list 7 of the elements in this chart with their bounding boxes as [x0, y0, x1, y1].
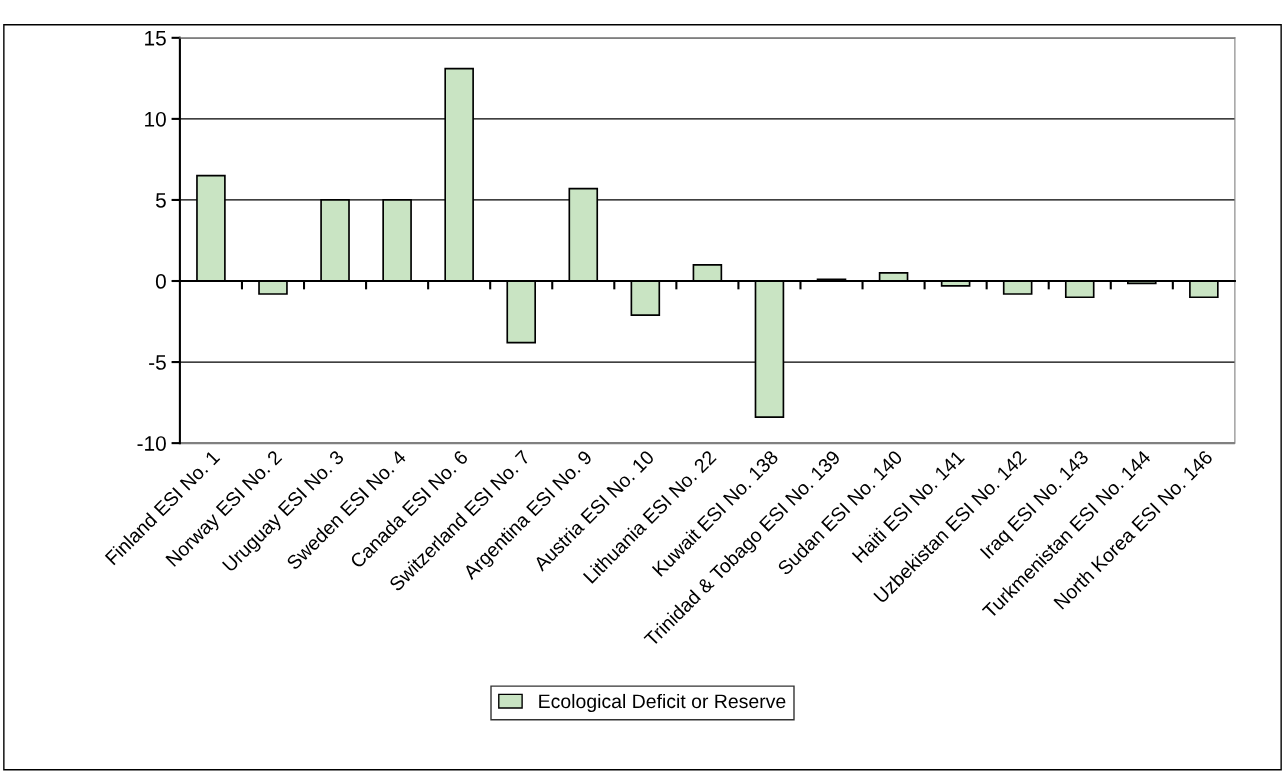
y-tick-label: 10	[145, 111, 166, 127]
y-tick-label: 0	[155, 274, 166, 289]
y-tick-label: 5	[155, 193, 166, 208]
legend-label: Ecological Deficit or Reserve	[539, 693, 786, 713]
y-tick-label: 15	[145, 31, 166, 46]
y-tick-label: -5	[149, 355, 166, 370]
y-tick-label: -10	[137, 436, 166, 451]
